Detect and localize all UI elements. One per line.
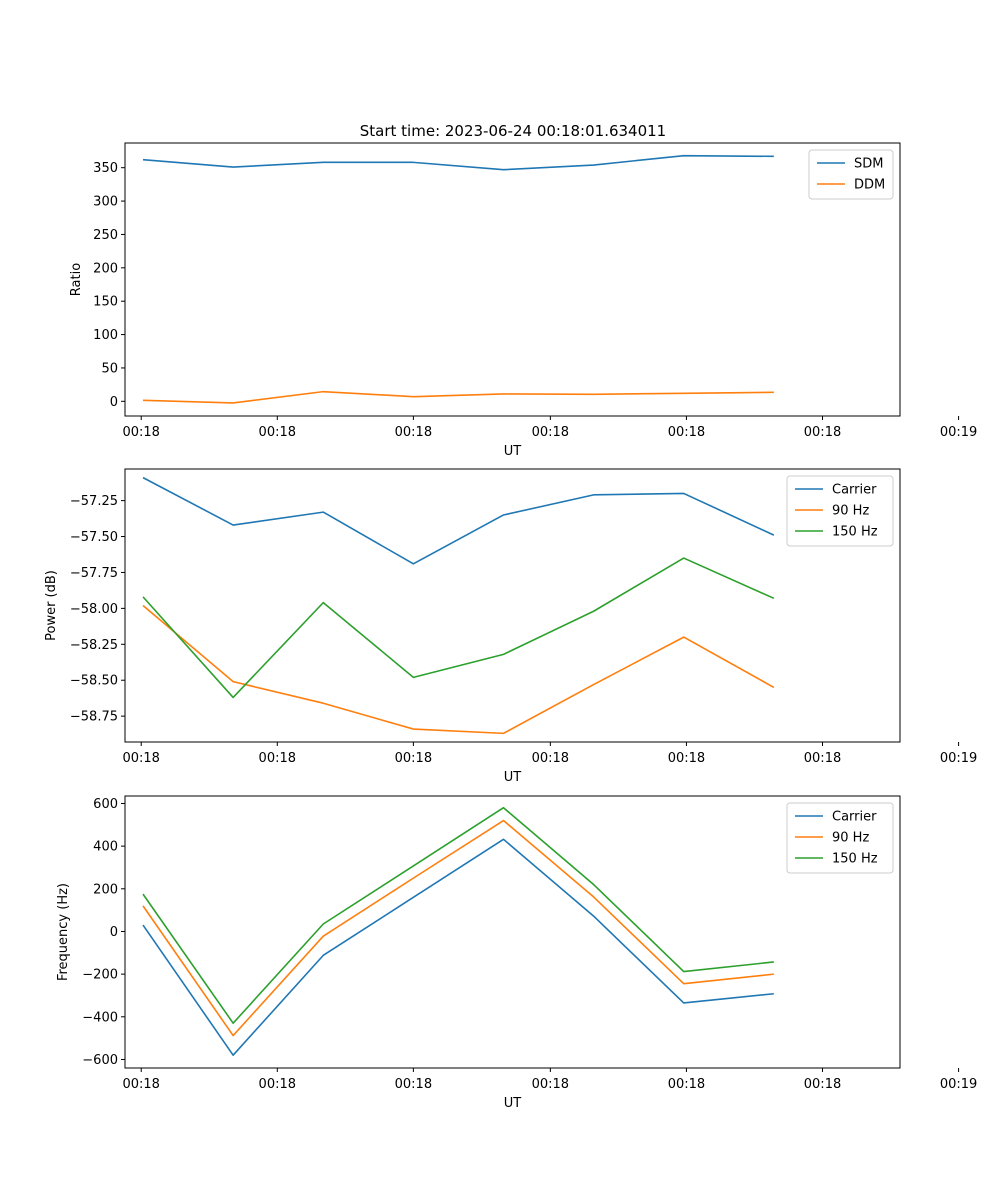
y-tick-label: −58.00 [70,602,118,617]
legend-label: 150 Hz [832,852,878,867]
series-line-sdm [142,154,774,171]
legend-label: Carrier [832,810,877,825]
axes-frame [124,795,901,1069]
y-tick-label: 150 [93,295,118,310]
chart-title: Start time: 2023-06-24 00:18:01.634011 [360,122,666,140]
legend: SDM DDM [808,149,894,200]
x-axis-label: UT [504,770,522,785]
x-tick-label: 00:18 [122,425,159,440]
series-line-90-hz [142,604,775,735]
y-tick-label: −57.50 [70,530,118,545]
series-line-90-hz [142,819,774,1037]
legend-label: 90 Hz [832,504,869,519]
x-tick-label: 00:18 [122,1077,159,1092]
y-tick-label: 350 [93,161,118,176]
y-tick-label: −400 [82,1010,118,1025]
x-tick-label: 00:19 [940,1077,977,1092]
subplot-2: 00:18 00:18 00:18 00:18 00:18 00:18 00:19 −57.2… [44,468,977,785]
x-axis-label: UT [504,1096,522,1111]
legend-label: SDM [854,157,883,172]
x-tick-label: 00:18 [122,751,159,766]
subplot-1: 00:18 00:18 00:18 00:18 00:18 00:18 00:19 0 50 10… [69,142,977,459]
x-tick-label: 00:18 [532,425,569,440]
series-line-150-hz [142,806,774,1025]
x-tick-label: 00:18 [804,751,841,766]
x-tick-label: 00:18 [668,1077,705,1092]
x-tick-label: 00:18 [395,751,432,766]
y-tick-label: −200 [82,968,118,983]
x-tick-label: 00:18 [668,751,705,766]
legend-label: 150 Hz [832,525,878,540]
y-tick-label: −57.75 [70,566,118,581]
legend-label: 90 Hz [832,831,869,846]
axes-frame [124,468,901,743]
y-tick-label: 100 [93,328,118,343]
y-tick-label: 50 [101,361,118,376]
y-tick-label: 0 [110,925,118,940]
x-tick-label: 00:19 [940,751,977,766]
series-line-carrier [142,838,774,1056]
x-tick-label: 00:18 [804,425,841,440]
legend-box [786,802,894,874]
x-tick-label: 00:18 [532,1077,569,1092]
x-tick-label: 00:18 [395,425,432,440]
x-tick-label: 00:18 [532,751,569,766]
y-tick-label: −58.75 [70,710,118,725]
y-tick-label: −57.25 [70,494,118,509]
legend-label: Carrier [832,483,877,498]
series-line-carrier [142,476,775,565]
y-tick-label: 300 [93,195,118,210]
x-tick-label: 00:18 [804,1077,841,1092]
y-axis-label: Ratio [69,263,84,296]
x-tick-label: 00:18 [259,425,296,440]
x-tick-label: 00:18 [668,425,705,440]
x-tick-label: 00:18 [395,1077,432,1092]
y-tick-label: 0 [110,395,118,410]
y-axis-label: Power (dB) [44,570,59,641]
legend-box [786,475,894,547]
y-tick-label: 600 [93,797,118,812]
x-tick-label: 00:18 [259,751,296,766]
y-tick-label: −600 [82,1053,118,1068]
legend: Carrier 90 Hz 150 Hz [786,802,894,874]
legend-label: DDM [854,178,885,193]
legend: Carrier 90 Hz 150 Hz [786,475,894,547]
y-tick-label: 250 [93,228,118,243]
subplot-3: 00:18 00:18 00:18 00:18 00:18 00:18 00:19 600 40… [56,795,977,1111]
y-axis-label: Frequency (Hz) [56,883,71,981]
plots: 00:18 00:18 00:18 00:18 00:18 00:18 00:19 0 50 10… [44,142,977,1111]
y-tick-label: 400 [93,840,118,855]
series-line-150-hz [142,557,775,699]
axes-frame [124,142,901,417]
x-tick-label: 00:19 [940,425,977,440]
x-tick-label: 00:18 [259,1077,296,1092]
series-line-ddm [142,390,774,404]
y-tick-label: −58.50 [70,674,118,689]
y-tick-label: 200 [93,261,118,276]
x-axis-label: UT [504,444,522,459]
y-tick-label: −58.25 [70,638,118,653]
y-tick-label: 200 [93,882,118,897]
